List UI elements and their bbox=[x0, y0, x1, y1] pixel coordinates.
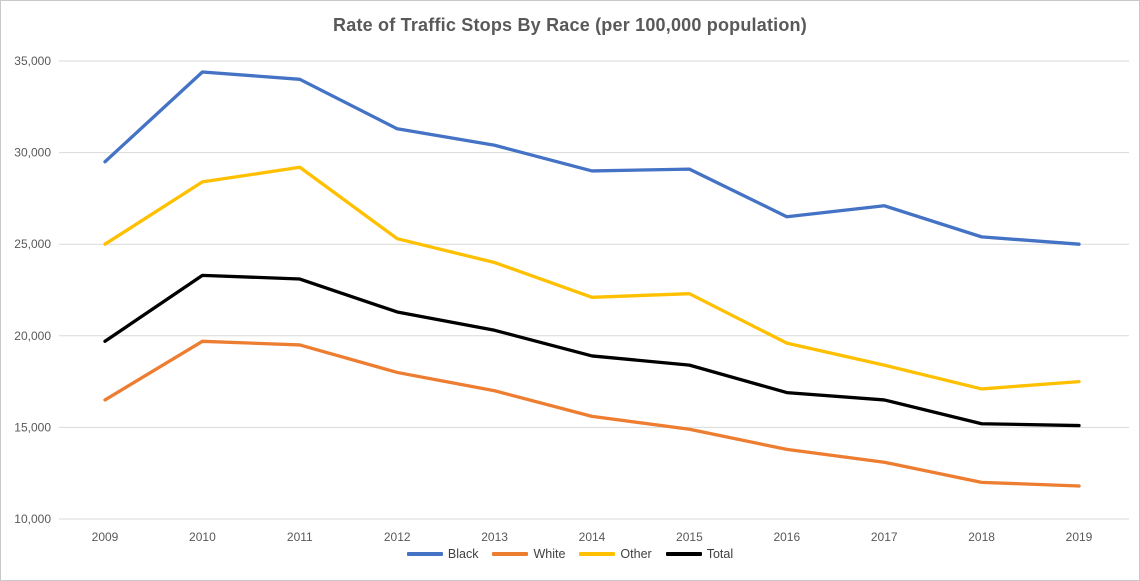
legend-item-total: Total bbox=[665, 547, 734, 561]
legend-item-white: White bbox=[492, 547, 565, 561]
x-axis-tick-label: 2016 bbox=[773, 530, 800, 544]
x-axis-tick-label: 2009 bbox=[92, 530, 119, 544]
y-axis-tick-label: 15,000 bbox=[14, 420, 51, 434]
y-axis-tick-label: 30,000 bbox=[14, 146, 51, 160]
series-line-other bbox=[103, 165, 1081, 391]
chart-legend: Black White Other Total bbox=[1, 547, 1139, 561]
y-axis-tick-label: 20,000 bbox=[14, 329, 51, 343]
x-axis-tick-label: 2017 bbox=[871, 530, 898, 544]
legend-label: Black bbox=[447, 547, 479, 561]
y-axis-tick-label: 10,000 bbox=[14, 512, 51, 526]
x-axis-tick-label: 2010 bbox=[189, 530, 216, 544]
legend-swatch-white bbox=[492, 552, 529, 556]
x-axis-tick-label: 2019 bbox=[1066, 530, 1093, 544]
x-axis-tick-label: 2013 bbox=[481, 530, 508, 544]
legend-label: Total bbox=[706, 547, 734, 561]
legend-label: White bbox=[533, 547, 566, 561]
x-axis-tick-label: 2011 bbox=[287, 530, 313, 544]
x-axis-tick-label: 2018 bbox=[968, 530, 995, 544]
legend-item-black: Black bbox=[406, 547, 479, 561]
legend-swatch-total bbox=[665, 552, 702, 556]
chart-title: Rate of Traffic Stops By Race (per 100,0… bbox=[333, 15, 807, 35]
series-line-total bbox=[103, 273, 1081, 428]
series-line-black bbox=[103, 70, 1081, 246]
x-axis-tick-label: 2012 bbox=[384, 530, 411, 544]
series-line-white bbox=[103, 339, 1081, 488]
legend-swatch-other bbox=[579, 552, 616, 556]
y-axis-tick-label: 35,000 bbox=[14, 54, 51, 68]
x-axis-tick-label: 2014 bbox=[579, 530, 606, 544]
y-axis-tick-label: 25,000 bbox=[14, 237, 51, 251]
x-axis-tick-label: 2015 bbox=[676, 530, 703, 544]
legend-item-other: Other bbox=[579, 547, 652, 561]
legend-swatch-black bbox=[406, 552, 443, 556]
legend-label: Other bbox=[620, 547, 652, 561]
